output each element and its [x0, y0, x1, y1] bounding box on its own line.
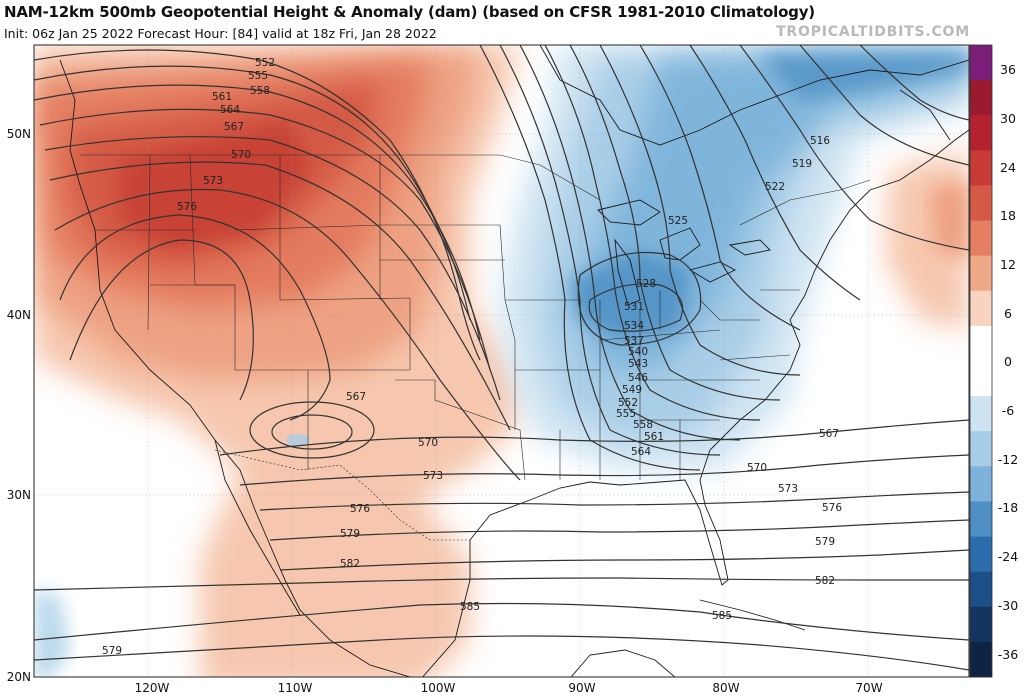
contour-label: 564	[220, 104, 240, 116]
state-borders	[80, 154, 871, 541]
contour-label: 585	[460, 601, 480, 613]
colorbar-swatch	[970, 571, 992, 608]
colorbar-label: -18	[998, 500, 1018, 515]
colorbar-swatch	[970, 606, 992, 643]
contour-label: 570	[747, 462, 767, 474]
contour-label: 576	[350, 503, 370, 515]
contour-label: 576	[177, 201, 197, 213]
contour-label: 543	[628, 358, 648, 370]
contour-label: 558	[633, 419, 653, 431]
contour-label: 573	[423, 470, 443, 482]
contour-labels: 552 555 558 561 564 567 570 573 576 516 …	[102, 57, 842, 657]
contour-label: 555	[248, 70, 268, 82]
colorbar-swatch	[970, 431, 992, 467]
colorbar-swatch	[970, 220, 992, 257]
lat-label: 50N	[7, 127, 31, 141]
contour-label: 582	[340, 558, 360, 570]
brand-watermark: TROPICALTIDBITS.COM	[776, 24, 970, 40]
map-title: NAM-12km 500mb Geopotential Height & Ano…	[4, 3, 815, 21]
latitude-labels: 50N 40N 30N 20N	[7, 127, 31, 684]
colorbar-swatches	[970, 45, 992, 678]
contour-label: 522	[765, 181, 785, 193]
colorbar-label: -30	[998, 598, 1018, 613]
colorbar-swatch	[970, 501, 992, 538]
colorbar-label: 12	[1000, 257, 1016, 272]
plot-area: 552 555 558 561 564 567 570 573 576 516 …	[34, 45, 969, 677]
colorbar-label: -12	[998, 452, 1018, 467]
colorbar-label: 24	[1000, 160, 1016, 175]
colorbar-label: 30	[1000, 111, 1016, 126]
contour-label: 552	[255, 57, 275, 69]
colorbar-label: -36	[998, 647, 1018, 662]
contour-label: 528	[636, 278, 656, 290]
colorbar-swatch	[970, 361, 992, 397]
colorbar-label: 36	[1000, 62, 1016, 77]
contour-label: 579	[102, 645, 122, 657]
contour-label: 558	[250, 85, 270, 97]
contour-label: 555	[616, 408, 636, 420]
contour-label: 585	[712, 610, 732, 622]
colorbar-swatch	[970, 150, 992, 186]
contour-label: 579	[815, 536, 835, 548]
colorbar-label: 18	[1000, 208, 1016, 223]
contour-label: 552	[618, 397, 638, 409]
contour-label: 561	[212, 91, 232, 103]
contour-label: 576	[822, 502, 842, 514]
contour-label: 564	[631, 446, 651, 458]
colorbar-swatch	[970, 396, 992, 432]
contour-label: 582	[815, 575, 835, 587]
colorbar-label: 6	[1004, 306, 1012, 321]
contour-label: 567	[224, 121, 244, 133]
contour-label: 516	[810, 135, 830, 147]
lat-label: 40N	[7, 308, 31, 322]
positive-anomaly-shading	[34, 45, 969, 677]
colorbar-swatch	[970, 45, 992, 81]
contour-label: 567	[819, 428, 839, 440]
lat-label: 30N	[7, 488, 31, 502]
contour-label: 570	[231, 149, 251, 161]
contour-label: 534	[624, 320, 644, 332]
colorbar-label: 0	[1004, 354, 1012, 369]
colorbar-label: -24	[998, 549, 1018, 564]
colorbar-swatch	[970, 466, 992, 502]
lat-label: 20N	[7, 670, 31, 684]
colorbar: 36 30 24 18 12 6 0 -6 -12 -18 -24 -30 -3…	[969, 44, 1018, 678]
contour-label: 519	[792, 158, 812, 170]
contour-label: 561	[644, 431, 664, 443]
colorbar-label: -6	[1002, 403, 1015, 418]
plot-frame	[33, 44, 970, 678]
colorbar-swatch	[970, 290, 992, 327]
lon-label: 90W	[568, 681, 595, 695]
colorbar-swatch	[970, 115, 992, 151]
colorbar-swatch	[970, 536, 992, 573]
colorbar-swatch	[970, 185, 992, 222]
height-contours	[34, 45, 969, 671]
contour-label: 567	[346, 391, 366, 403]
contour-label: 570	[418, 437, 438, 449]
lon-label: 80W	[712, 681, 739, 695]
contour-label: 549	[622, 384, 642, 396]
graticule	[34, 45, 969, 677]
colorbar-labels: 36 30 24 18 12 6 0 -6 -12 -18 -24 -30 -3…	[998, 62, 1018, 662]
colorbar-swatch	[970, 325, 992, 362]
lon-label: 100W	[421, 681, 456, 695]
colorbar-swatch	[970, 80, 992, 116]
lon-label: 120W	[135, 681, 170, 695]
longitude-labels: 120W 110W 100W 90W 80W 70W	[135, 681, 883, 695]
contour-label: 573	[203, 175, 223, 187]
contour-label: 537	[624, 335, 644, 347]
contour-label: 531	[624, 301, 644, 313]
contour-label: 525	[668, 215, 688, 227]
contour-label: 573	[778, 483, 798, 495]
contour-label: 546	[628, 372, 648, 384]
map-subtitle: Init: 06z Jan 25 2022 Forecast Hour: [84…	[4, 26, 437, 41]
colorbar-swatch	[970, 641, 992, 678]
lon-label: 70W	[855, 681, 882, 695]
contour-label: 579	[340, 528, 360, 540]
lon-label: 110W	[278, 681, 313, 695]
colorbar-swatch	[970, 255, 992, 292]
contour-label: 540	[628, 346, 648, 358]
colorbar-frame	[969, 44, 993, 678]
